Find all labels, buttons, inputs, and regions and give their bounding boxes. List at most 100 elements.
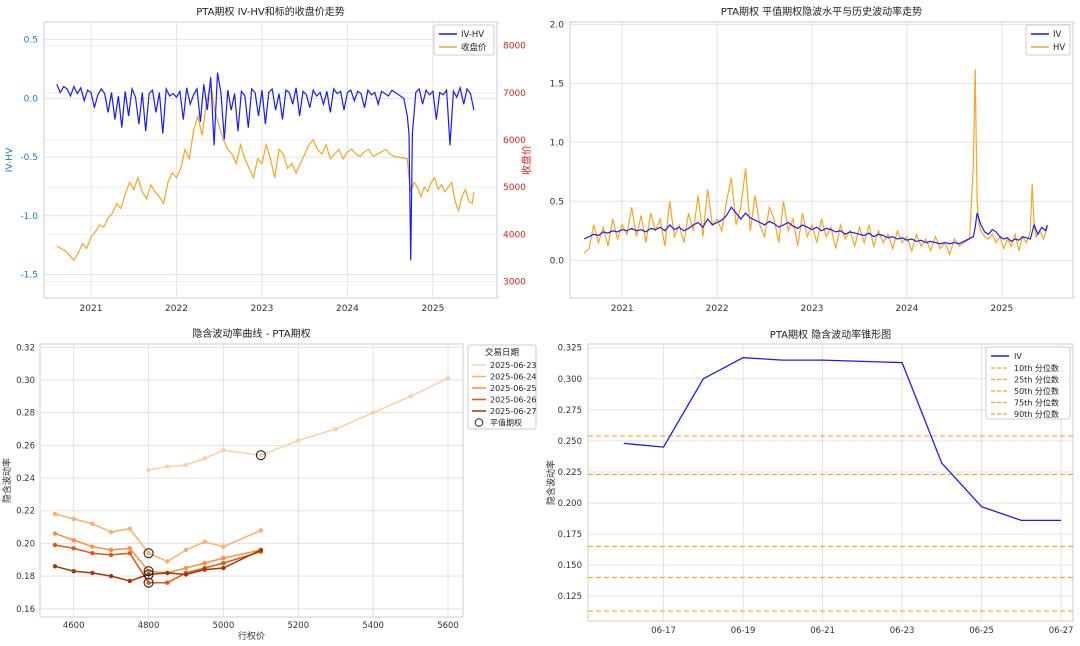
x-tick-label: 06-27: [1049, 626, 1074, 636]
data-point: [445, 376, 451, 381]
chart-iv-hv-price-svg: PTA期权 IV-HV和标的收盘价走势 2021 2022 2023 2024 2025 -…: [5, 5, 533, 314]
data-point: [165, 559, 170, 564]
data-point: [333, 426, 338, 432]
data-point: [221, 565, 226, 571]
legend-label: 10th 分位数: [1014, 363, 1059, 373]
y-tick-label: -0.5: [20, 153, 38, 163]
data-point: [146, 467, 151, 473]
y-tick-label: 0.150: [558, 561, 582, 571]
x-tick-label: 5000: [213, 621, 235, 631]
atm-marker: [143, 548, 154, 559]
y-tick-label: 0.20: [16, 539, 35, 549]
y-tick-label: 0.22: [16, 507, 35, 517]
y-tick-label: 0.250: [558, 437, 582, 447]
x-tick-label: 06-23: [890, 626, 915, 636]
data-point: [71, 538, 76, 543]
data-point: [71, 546, 76, 551]
x-tick-label: 2025: [990, 304, 1013, 314]
series-line-2025-06-24: [54, 513, 262, 563]
legend: IV-HV 收盘价: [433, 24, 495, 56]
x-tick-label: 06-17: [651, 626, 676, 636]
y-tick-label: 0.5: [550, 197, 564, 207]
y-tick-label: 1.0: [550, 138, 565, 148]
x-tick-label: 2021: [611, 304, 634, 314]
series-line-2025-06-25: [54, 532, 262, 574]
data-point: [221, 560, 226, 566]
y2-tick-label: 7000: [503, 89, 526, 99]
data-point: [52, 511, 58, 517]
data-point: [90, 544, 95, 549]
y-tick-label: 0.175: [558, 530, 582, 540]
x-tick-label: 2024: [895, 304, 918, 314]
legend-label: 收盘价: [461, 42, 487, 53]
atm-marker: [143, 577, 154, 588]
y2-tick-label: 3000: [503, 277, 526, 287]
chart-atm-iv-hv-svg: PTA期权 平值期权隐波水平与历史波动率走势 2021 2022 2023 2024 20…: [550, 5, 1074, 314]
plot-frame: [587, 343, 1074, 622]
data-point: [108, 529, 114, 535]
data-point: [258, 453, 264, 458]
y-tick-label: -1.0: [20, 212, 38, 222]
y-tick-label: 0.125: [558, 592, 582, 602]
y2-tick-label: 5000: [503, 183, 526, 193]
y2-tick-label: 4000: [503, 230, 526, 240]
data-point: [202, 456, 207, 461]
data-point: [90, 570, 95, 576]
data-point: [108, 552, 114, 558]
data-point: [183, 565, 189, 571]
data-point: [202, 567, 207, 572]
x-tick-label: 2022: [706, 304, 729, 314]
y-tick-label: 0.275: [558, 406, 582, 416]
plot-frame: [39, 343, 464, 618]
y-axis-label: IV-HV: [5, 147, 15, 172]
y-tick-label: 0.30: [16, 376, 35, 386]
legend-frame: [467, 344, 537, 430]
data-point: [127, 526, 132, 531]
legend-title: 交易日期: [485, 347, 519, 358]
y-tick-label: -1.5: [20, 271, 38, 281]
legend-atm-marker: [474, 418, 484, 427]
plot-frame: [569, 21, 1074, 299]
chart-iv-percentile-svg: PTA期权 隐含波动率锥形图 06-17 06-19 06-21 06-23 06-25 0…: [545, 328, 1074, 636]
atm-marker: [255, 450, 266, 461]
series-line-hv: [583, 69, 1048, 257]
data-point: [296, 438, 301, 443]
y-axis-label: 隐含波动率: [545, 460, 557, 505]
y-tick-label: 0.24: [16, 474, 35, 484]
chart-iv-curve-svg: 隐含波动率曲线 - PTA期权 4600 4800 5000 5200 5400 5600 0…: [1, 327, 537, 642]
y-tick-label: 0.18: [16, 572, 35, 582]
data-point: [52, 564, 58, 569]
y-tick-label: 0.200: [558, 499, 582, 509]
data-point: [165, 464, 170, 469]
data-point: [202, 560, 207, 566]
y-tick-label: 0.26: [16, 441, 35, 451]
legend-label: 50th 分位数: [1014, 386, 1059, 396]
plot-frame: [43, 21, 498, 299]
y2-tick-label: 6000: [503, 136, 526, 146]
legend-label: 2025-06-27: [490, 407, 537, 416]
series-line-iv: [623, 357, 1062, 522]
legend-label: HV: [1053, 43, 1065, 53]
data-point: [183, 547, 189, 553]
legend-label: 25th 分位数: [1014, 375, 1059, 385]
x-tick-label: 2022: [165, 304, 188, 314]
chart-iv-curve: 隐含波动率曲线 - PTA期权 4600 4800 5000 5200 5400 5600 0…: [0, 323, 540, 646]
chart-title: PTA期权 隐含波动率锥形图: [770, 328, 891, 341]
data-point: [108, 547, 114, 553]
legend-label: IV-HV: [461, 30, 484, 40]
data-point: [127, 551, 132, 556]
series-line-iv-hv: [56, 72, 475, 261]
chart-title: PTA期权 平值期权隐波水平与历史波动率走势: [721, 5, 922, 18]
x-tick-label: 2024: [336, 304, 359, 314]
data-point: [52, 531, 58, 536]
data-point: [221, 555, 226, 561]
chart-title: 隐含波动率曲线 - PTA期权: [192, 327, 310, 340]
x-tick-label: 2021: [80, 304, 103, 314]
legend-frame: [985, 346, 1071, 420]
y-tick-label: 0.32: [16, 343, 35, 353]
data-point: [127, 578, 132, 584]
chart-title: PTA期权 IV-HV和标的收盘价走势: [196, 5, 345, 18]
data-point: [371, 410, 376, 415]
series-line-2025-06-26: [54, 544, 262, 584]
